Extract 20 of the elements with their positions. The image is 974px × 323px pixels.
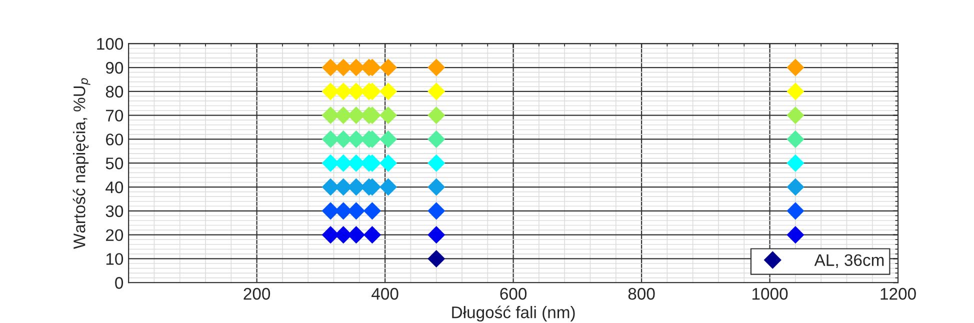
- y-tick-label: 60: [106, 134, 124, 146]
- y-tick-label: 100: [97, 38, 124, 50]
- y-tick-label: 90: [106, 62, 124, 74]
- y-tick-label: 70: [106, 110, 124, 122]
- y-tick-label: 50: [106, 158, 124, 170]
- x-tick-label: 1000: [752, 288, 788, 300]
- x-tick-label: 600: [500, 288, 527, 300]
- x-axis-title: Długość fali (nm): [452, 306, 575, 322]
- y-tick-label: 0: [115, 277, 124, 289]
- y-tick-label: 20: [106, 229, 124, 242]
- y-tick-label: 10: [106, 253, 124, 265]
- legend-label: AL, 36cm: [814, 254, 884, 268]
- y-tick-label: 80: [106, 86, 124, 98]
- x-tick-label: 1200: [880, 288, 916, 300]
- x-tick-label: 400: [372, 288, 398, 300]
- x-tick-label: 800: [628, 288, 655, 300]
- y-axis-title: Wartość napięcia, %U$_{p}$: [72, 78, 90, 250]
- y-tick-label: 40: [106, 181, 124, 194]
- x-tick-label: 200: [244, 288, 270, 300]
- y-tick-label: 30: [106, 205, 124, 218]
